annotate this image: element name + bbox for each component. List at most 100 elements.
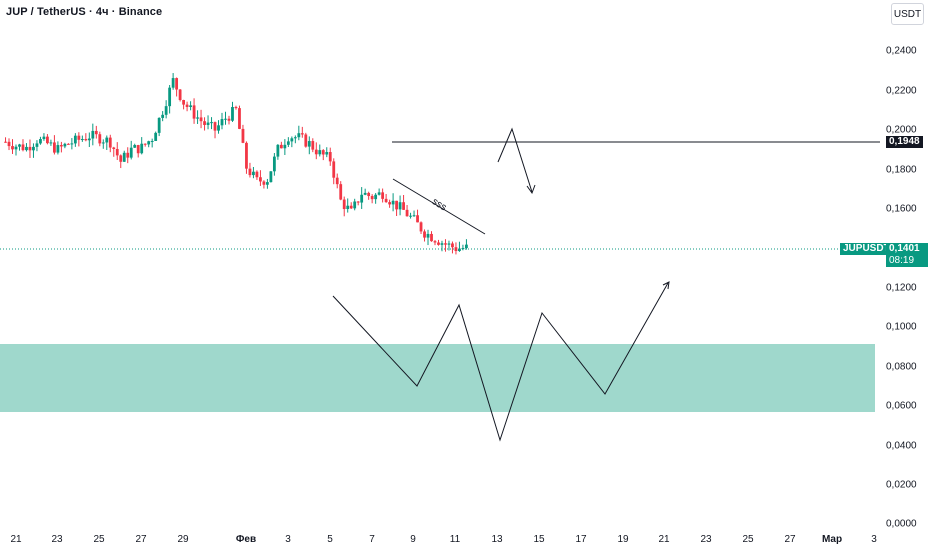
candle-body (367, 192, 371, 197)
candle-body (360, 194, 364, 203)
candle-body (21, 144, 25, 151)
candle-body (46, 136, 49, 144)
time-tick: Фев (235, 534, 257, 545)
candle-body (63, 143, 67, 147)
candle-body (77, 135, 81, 140)
candle-body (189, 105, 192, 107)
candle-body (409, 215, 412, 217)
price-tick: 0,1200 (886, 282, 917, 294)
candle-body (168, 87, 172, 107)
arrow-head-down-icon (526, 184, 536, 195)
price-tick: 0,2200 (886, 85, 917, 97)
candle-body (25, 146, 28, 151)
candle-body (35, 143, 39, 147)
candle-body (66, 143, 70, 145)
candle-body (231, 107, 234, 121)
candle-body (157, 117, 161, 133)
candle-body (405, 209, 409, 217)
candle-body (213, 122, 217, 131)
candle-body (325, 152, 329, 155)
candle-body (87, 138, 91, 141)
candle-body (185, 104, 189, 107)
candle-body (199, 117, 203, 122)
time-tick: 15 (533, 534, 545, 545)
candle-body (73, 135, 77, 144)
candle-body (122, 152, 126, 162)
candle-body (384, 198, 388, 203)
candle-body (91, 130, 95, 139)
candle-body (28, 146, 32, 151)
candle-body (454, 247, 458, 252)
candle-body (136, 145, 140, 154)
candle-body (297, 133, 301, 138)
candle-body (395, 200, 398, 210)
candle-body (356, 201, 360, 203)
candle-body (175, 78, 179, 90)
candle-body (335, 177, 339, 185)
time-tick: 25 (93, 534, 105, 545)
candle-body (245, 142, 248, 169)
time-tick: 21 (10, 534, 22, 545)
candle-body (14, 146, 18, 150)
candle-body (419, 222, 423, 232)
candle-body (430, 233, 433, 242)
support-zone[interactable] (0, 344, 875, 412)
candle-body (255, 171, 259, 178)
candle-body (206, 122, 210, 125)
candle-body (119, 155, 123, 162)
time-tick: 29 (177, 534, 189, 545)
candle-body (203, 121, 206, 125)
level-price-label: 0,1948 (886, 136, 923, 148)
price-tick: 0,0600 (886, 400, 917, 412)
time-tick: 23 (700, 534, 712, 545)
candle-body (143, 143, 147, 145)
candle-body (318, 150, 322, 155)
candle-body (290, 138, 294, 142)
trend-line[interactable] (392, 178, 486, 235)
candle-body (39, 139, 42, 144)
candle-body (178, 89, 182, 101)
symbol-label: JUPUSDT (840, 243, 893, 255)
candle-body (133, 145, 137, 148)
candle-body (283, 144, 287, 149)
candle-body (266, 182, 269, 185)
candle-body (56, 145, 60, 153)
candlestick-series[interactable] (4, 73, 468, 255)
candle-body (423, 231, 426, 238)
candle-body (349, 205, 353, 209)
chart-title[interactable]: JUP / TetherUS · 4ч · Binance (6, 6, 163, 18)
candle-body (444, 243, 447, 245)
price-tick: 0,0400 (886, 440, 917, 452)
projection-path-w[interactable] (332, 282, 669, 442)
time-tick: 3 (285, 534, 291, 545)
currency-button[interactable]: USDT (891, 3, 924, 25)
projection-arrow-upper[interactable] (497, 127, 533, 193)
candle-body (346, 205, 350, 210)
candle-body (4, 141, 7, 143)
candle-body (59, 145, 63, 147)
candle-body (279, 144, 283, 149)
candle-body (374, 194, 378, 200)
candle-body (342, 199, 346, 210)
candle-body (328, 152, 332, 162)
candle-body (447, 243, 451, 245)
time-tick: 17 (575, 534, 587, 545)
candle-body (259, 177, 262, 182)
candle-body (339, 184, 343, 200)
candle-body (437, 242, 440, 245)
time-tick: 5 (327, 534, 333, 545)
candle-body (112, 147, 116, 149)
candle-body (101, 142, 105, 144)
candle-body (269, 171, 273, 183)
candle-body (161, 114, 165, 118)
price-tick: 0,2400 (886, 45, 917, 57)
candle-body (171, 78, 175, 88)
candle-body (164, 106, 168, 115)
candle-body (314, 149, 318, 155)
candle-body (461, 248, 465, 250)
time-tick: 23 (51, 534, 63, 545)
candle-body (465, 244, 468, 249)
time-tick: 19 (617, 534, 629, 545)
time-tick: 7 (369, 534, 375, 545)
